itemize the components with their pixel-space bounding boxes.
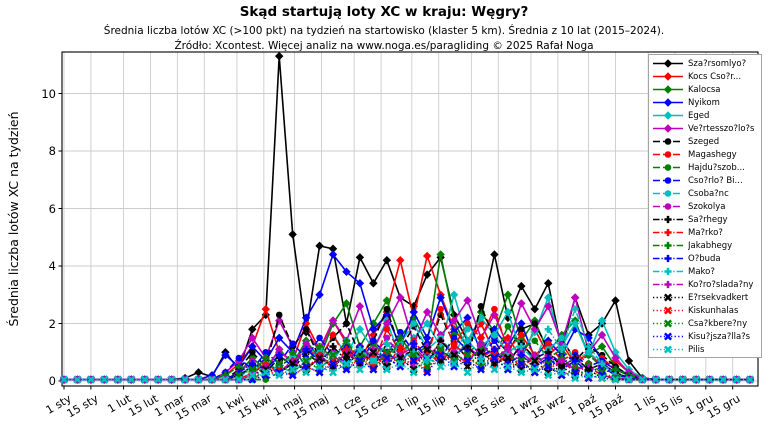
legend-label: Eged [688, 110, 710, 121]
y-tick-label: 4 [48, 259, 56, 273]
y-tick-label: 8 [48, 144, 56, 158]
legend-line-sample [653, 151, 683, 158]
y-tick-label: 6 [48, 201, 56, 216]
legend-line-sample [653, 203, 683, 210]
legend-line-sample [653, 190, 683, 197]
legend-item: Sza?rsomlyo? [652, 57, 759, 70]
legend-line-sample [653, 241, 683, 250]
legend-item: O?buda [652, 252, 759, 265]
y-tick-label: 0 [48, 374, 56, 388]
legend-line-sample [653, 59, 683, 68]
legend-label: Sa?rhegy [688, 214, 728, 225]
legend-item: Ma?rko? [652, 226, 759, 239]
legend-item: Csa?kbere?ny [652, 317, 759, 330]
y-tick-label: 2 [48, 316, 56, 331]
legend-item: Cso?rlo? Bi... [652, 174, 759, 187]
legend-item: Pilis [652, 343, 759, 356]
legend-item: Csoba?nc [652, 187, 759, 200]
legend-line-sample [653, 177, 683, 184]
legend-label: Szokolya [688, 201, 726, 212]
legend-line-sample [653, 138, 683, 145]
legend-label: Jakabhegy [688, 240, 733, 251]
legend-label: Kocs Cso?r... [688, 71, 742, 82]
legend-label: Nyikom [688, 97, 720, 108]
legend-label: Kiskunhalas [688, 305, 739, 316]
legend-line-sample [653, 280, 683, 289]
legend-item: Kalocsa [652, 83, 759, 96]
legend-label: Szeged [688, 136, 720, 147]
legend-line-sample [653, 124, 683, 133]
legend-label: Csoba?nc [688, 188, 729, 199]
legend-label: Kisu?jsza?lla?s [688, 331, 751, 342]
legend-item: Sa?rhegy [652, 213, 759, 226]
chart-source-line: Źródło: Xcontest. Więcej analiz na www.n… [174, 40, 594, 52]
legend-item: Magashegy [652, 148, 759, 161]
legend-label: Pilis [688, 344, 705, 355]
legend-line-sample [653, 293, 683, 302]
legend-label: Magashegy [688, 149, 737, 160]
legend-item: Mako? [652, 265, 759, 278]
legend: Sza?rsomlyo? Kocs Cso?r... Kalocsa Nyikom Eg… [648, 54, 762, 358]
legend-label: O?buda [688, 253, 721, 264]
y-axis-label: Średnia liczba lotów XC na tydzień [6, 111, 21, 327]
legend-item: Kisu?jsza?lla?s [652, 330, 759, 343]
y-tick-label: 10 [41, 86, 56, 101]
legend-line-sample [653, 345, 683, 354]
legend-line-sample [653, 267, 683, 276]
legend-item: Jakabhegy [652, 239, 759, 252]
legend-label: Cso?rlo? Bi... [688, 175, 743, 186]
legend-line-sample [653, 164, 683, 171]
legend-item: Eged [652, 109, 759, 122]
legend-item: Ve?rtesszo?lo?s [652, 122, 759, 135]
legend-line-sample [653, 85, 683, 94]
legend-label: Kalocsa [688, 84, 721, 95]
legend-item: Kiskunhalas [652, 304, 759, 317]
legend-line-sample [653, 72, 683, 81]
legend-label: E?rsekvadkert [688, 292, 749, 303]
legend-line-sample [653, 306, 683, 315]
legend-item: Nyikom [652, 96, 759, 109]
legend-item: Hajdu?szob... [652, 161, 759, 174]
legend-label: Ma?rko? [688, 227, 723, 238]
legend-item: Ko?ro?slada?ny [652, 278, 759, 291]
legend-line-sample [653, 319, 683, 328]
legend-item: Kocs Cso?r... [652, 70, 759, 83]
legend-label: Sza?rsomlyo? [688, 58, 747, 69]
legend-line-sample [653, 98, 683, 107]
legend-line-sample [653, 228, 683, 237]
legend-label: Ve?rtesszo?lo?s [688, 123, 755, 134]
legend-line-sample [653, 332, 683, 341]
legend-label: Mako? [688, 266, 715, 277]
legend-line-sample [653, 215, 683, 224]
legend-label: Hajdu?szob... [688, 162, 745, 173]
chart-subtitle: Średnia liczba lotów XC (>100 pkt) na ty… [103, 25, 665, 37]
legend-item: Szokolya [652, 200, 759, 213]
legend-line-sample [653, 254, 683, 263]
chart-title: Skąd startują loty XC w kraju: Węgry? [239, 4, 529, 20]
legend-line-sample [653, 111, 683, 120]
legend-label: Csa?kbere?ny [688, 318, 748, 329]
legend-label: Ko?ro?slada?ny [688, 279, 754, 290]
legend-item: Szeged [652, 135, 759, 148]
legend-item: E?rsekvadkert [652, 291, 759, 304]
